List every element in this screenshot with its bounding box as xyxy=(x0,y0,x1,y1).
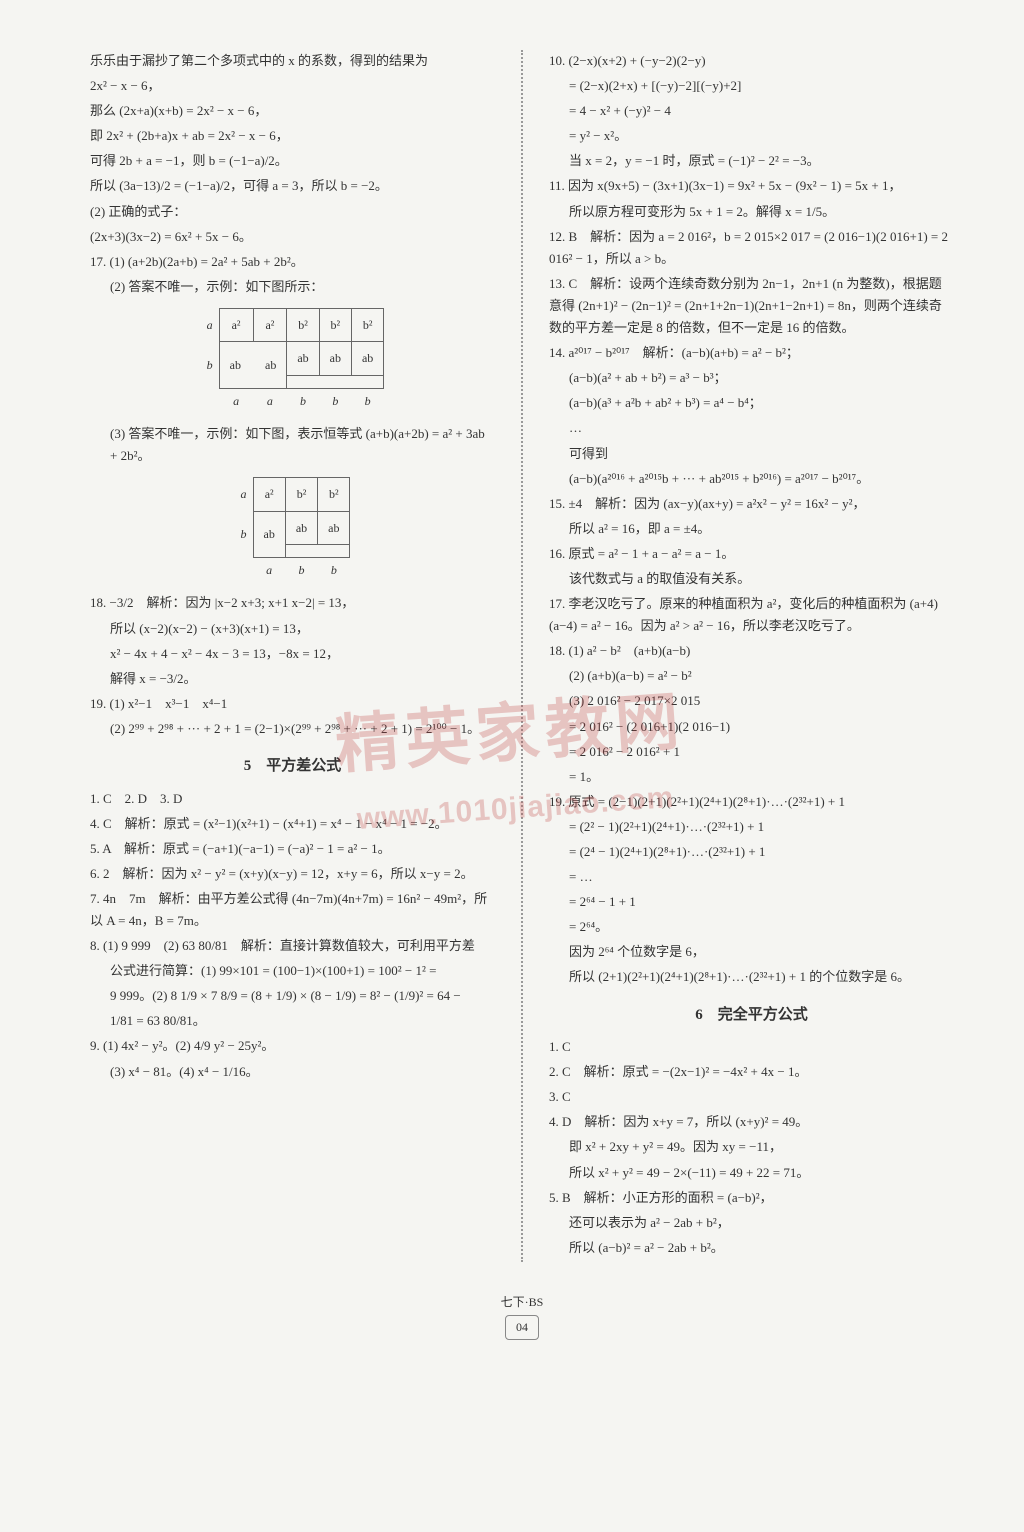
text-line: = 2 016² − 2 016² + 1 xyxy=(549,741,954,763)
text-line: 该代数式与 a 的取值没有关系。 xyxy=(549,568,954,590)
text-line: 9 999。(2) 8 1/9 × 7 8/9 = (8 + 1/9) × (8… xyxy=(90,985,495,1007)
text-line: (3) 2 016² − 2 017×2 015 xyxy=(549,690,954,712)
right-column: 10. (2−x)(x+2) + (−y−2)(2−y) = (2−x)(2+x… xyxy=(549,50,954,1262)
section-5-title: 5 平方差公式 xyxy=(90,754,495,780)
text-line: 1. C xyxy=(549,1036,954,1058)
text-line: 6. 2 解析：因为 x² − y² = (x+y)(x−y) = 12，x+y… xyxy=(90,863,495,885)
text-line: 10. (2−x)(x+2) + (−y−2)(2−y) xyxy=(549,50,954,72)
text-line: = (2⁴ − 1)(2⁴+1)(2⁸+1)·…·(2³²+1) + 1 xyxy=(549,841,954,863)
text-line: 7. 4n 7m 解析：由平方差公式得 (4n−7m)(4n+7m) = 16n… xyxy=(90,888,495,932)
text-line: (2) 2⁹⁹ + 2⁹⁸ + ··· + 2 + 1 = (2−1)×(2⁹⁹… xyxy=(90,718,495,740)
text-line: 1. C 2. D 3. D xyxy=(90,788,495,810)
text-line: = (2−x)(2+x) + [(−y)−2][(−y)+2] xyxy=(549,75,954,97)
page-content: 乐乐由于漏抄了第二个多项式中的 x 的系数，得到的结果为 2x² − x − 6… xyxy=(90,50,954,1262)
footer-page-number: 04 xyxy=(505,1315,539,1339)
text-line: = 2 016² − (2 016+1)(2 016−1) xyxy=(549,716,954,738)
text-line: 3. C xyxy=(549,1086,954,1108)
text-line: 当 x = 2，y = −1 时，原式 = (−1)² − 2² = −3。 xyxy=(549,150,954,172)
text-line: 解得 x = −3/2。 xyxy=(90,668,495,690)
text-line: 11. 因为 x(9x+5) − (3x+1)(3x−1) = 9x² + 5x… xyxy=(549,175,954,197)
text-line: 所以 (x−2)(x−2) − (x+3)(x+1) = 13， xyxy=(90,618,495,640)
text-line: 4. D 解析：因为 x+y = 7，所以 (x+y)² = 49。 xyxy=(549,1111,954,1133)
text-line: 19. (1) x²−1 x³−1 x⁴−1 xyxy=(90,693,495,715)
text-line: = 2⁶⁴。 xyxy=(549,916,954,938)
text-line: … xyxy=(549,417,954,439)
text-line: 18. (1) a² − b² (a+b)(a−b) xyxy=(549,640,954,662)
footer-edition: 七下·BS xyxy=(90,1292,954,1312)
text-line: = 2⁶⁴ − 1 + 1 xyxy=(549,891,954,913)
text-line: (2x+3)(3x−2) = 6x² + 5x − 6。 xyxy=(90,226,495,248)
text-line: (3) 答案不唯一，示例：如下图，表示恒等式 (a+b)(a+2b) = a² … xyxy=(90,423,495,467)
text-line: 19. 原式 = (2−1)(2+1)(2²+1)(2⁴+1)(2⁸+1)·…·… xyxy=(549,791,954,813)
text-line: 那么 (2x+a)(x+b) = 2x² − x − 6， xyxy=(90,100,495,122)
text-line: 17. (1) (a+2b)(2a+b) = 2a² + 5ab + 2b²。 xyxy=(90,251,495,273)
text-line: (2) 答案不唯一，示例：如下图所示： xyxy=(90,276,495,298)
figure-2: aa²b²b² bababab abb xyxy=(235,477,351,582)
text-line: 因为 2⁶⁴ 个位数字是 6， xyxy=(549,941,954,963)
text-line: 4. C 解析：原式 = (x²−1)(x²+1) − (x⁴+1) = x⁴ … xyxy=(90,813,495,835)
text-line: 2. C 解析：原式 = −(2x−1)² = −4x² + 4x − 1。 xyxy=(549,1061,954,1083)
text-line: 所以原方程可变形为 5x + 1 = 2。解得 x = 1/5。 xyxy=(549,201,954,223)
text-line: 所以 (3a−13)/2 = (−1−a)/2，可得 a = 3，所以 b = … xyxy=(90,175,495,197)
text-line: 乐乐由于漏抄了第二个多项式中的 x 的系数，得到的结果为 xyxy=(90,50,495,72)
text-line: 还可以表示为 a² − 2ab + b²， xyxy=(549,1212,954,1234)
text-line: 1/81 = 63 80/81。 xyxy=(90,1010,495,1032)
text-line: 所以 (a−b)² = a² − 2ab + b²。 xyxy=(549,1237,954,1259)
text-line: = 4 − x² + (−y)² − 4 xyxy=(549,100,954,122)
text-line: = (2² − 1)(2²+1)(2⁴+1)·…·(2³²+1) + 1 xyxy=(549,816,954,838)
text-line: (a−b)(a³ + a²b + ab² + b³) = a⁴ − b⁴； xyxy=(549,392,954,414)
text-line: 8. (1) 9 999 (2) 63 80/81 解析：直接计算数值较大，可利… xyxy=(90,935,495,957)
text-line: 9. (1) 4x² − y²。(2) 4/9 y² − 25y²。 xyxy=(90,1035,495,1057)
text-line: = … xyxy=(549,866,954,888)
text-line: 可得 2b + a = −1，则 b = (−1−a)/2。 xyxy=(90,150,495,172)
text-line: x² − 4x + 4 − x² − 4x − 3 = 13，−8x = 12， xyxy=(90,643,495,665)
text-line: 17. 李老汉吃亏了。原来的种植面积为 a²，变化后的种植面积为 (a+4)(a… xyxy=(549,593,954,637)
text-line: 所以 a² = 16，即 a = ±4。 xyxy=(549,518,954,540)
text-line: 所以 (2+1)(2²+1)(2⁴+1)(2⁸+1)·…·(2³²+1) + 1… xyxy=(549,966,954,988)
column-divider xyxy=(521,50,523,1262)
text-line: 5. A 解析：原式 = (−a+1)(−a−1) = (−a)² − 1 = … xyxy=(90,838,495,860)
text-line: 18. −3/2 解析：因为 |x−2 x+3; x+1 x−2| = 13， xyxy=(90,592,495,614)
text-line: 14. a²⁰¹⁷ − b²⁰¹⁷ 解析：(a−b)(a+b) = a² − b… xyxy=(549,342,954,364)
text-line: 即 2x² + (2b+a)x + ab = 2x² − x − 6， xyxy=(90,125,495,147)
section-6-title: 6 完全平方公式 xyxy=(549,1003,954,1029)
text-line: = 1。 xyxy=(549,766,954,788)
text-line: 可得到 xyxy=(549,443,954,465)
text-line: = y² − x²。 xyxy=(549,125,954,147)
text-line: 16. 原式 = a² − 1 + a − a² = a − 1。 xyxy=(549,543,954,565)
text-line: (a−b)(a² + ab + b²) = a³ − b³； xyxy=(549,367,954,389)
text-line: 即 x² + 2xy + y² = 49。因为 xy = −11， xyxy=(549,1136,954,1158)
text-line: (2) (a+b)(a−b) = a² − b² xyxy=(549,665,954,687)
figure-1: aa²a²b²b²b² bab abababab aabbb xyxy=(201,308,385,413)
text-line: 12. B 解析：因为 a = 2 016²，b = 2 015×2 017 =… xyxy=(549,226,954,270)
text-line: 5. B 解析：小正方形的面积 = (a−b)²， xyxy=(549,1187,954,1209)
text-line: 13. C 解析：设两个连续奇数分别为 2n−1，2n+1 (n 为整数)，根据… xyxy=(549,273,954,339)
text-line: 所以 x² + y² = 49 − 2×(−11) = 49 + 22 = 71… xyxy=(549,1162,954,1184)
text-line: 15. ±4 解析：因为 (ax−y)(ax+y) = a²x² − y² = … xyxy=(549,493,954,515)
text-line: (a−b)(a²⁰¹⁶ + a²⁰¹⁵b + ··· + ab²⁰¹⁵ + b²… xyxy=(549,468,954,490)
text-line: (3) x⁴ − 81。(4) x⁴ − 1/16。 xyxy=(90,1061,495,1083)
text-line: 2x² − x − 6， xyxy=(90,75,495,97)
left-column: 乐乐由于漏抄了第二个多项式中的 x 的系数，得到的结果为 2x² − x − 6… xyxy=(90,50,495,1262)
text-line: 公式进行简算：(1) 99×101 = (100−1)×(100+1) = 10… xyxy=(90,960,495,982)
text-line: (2) 正确的式子： xyxy=(90,201,495,223)
page-footer: 七下·BS 04 xyxy=(90,1292,954,1340)
